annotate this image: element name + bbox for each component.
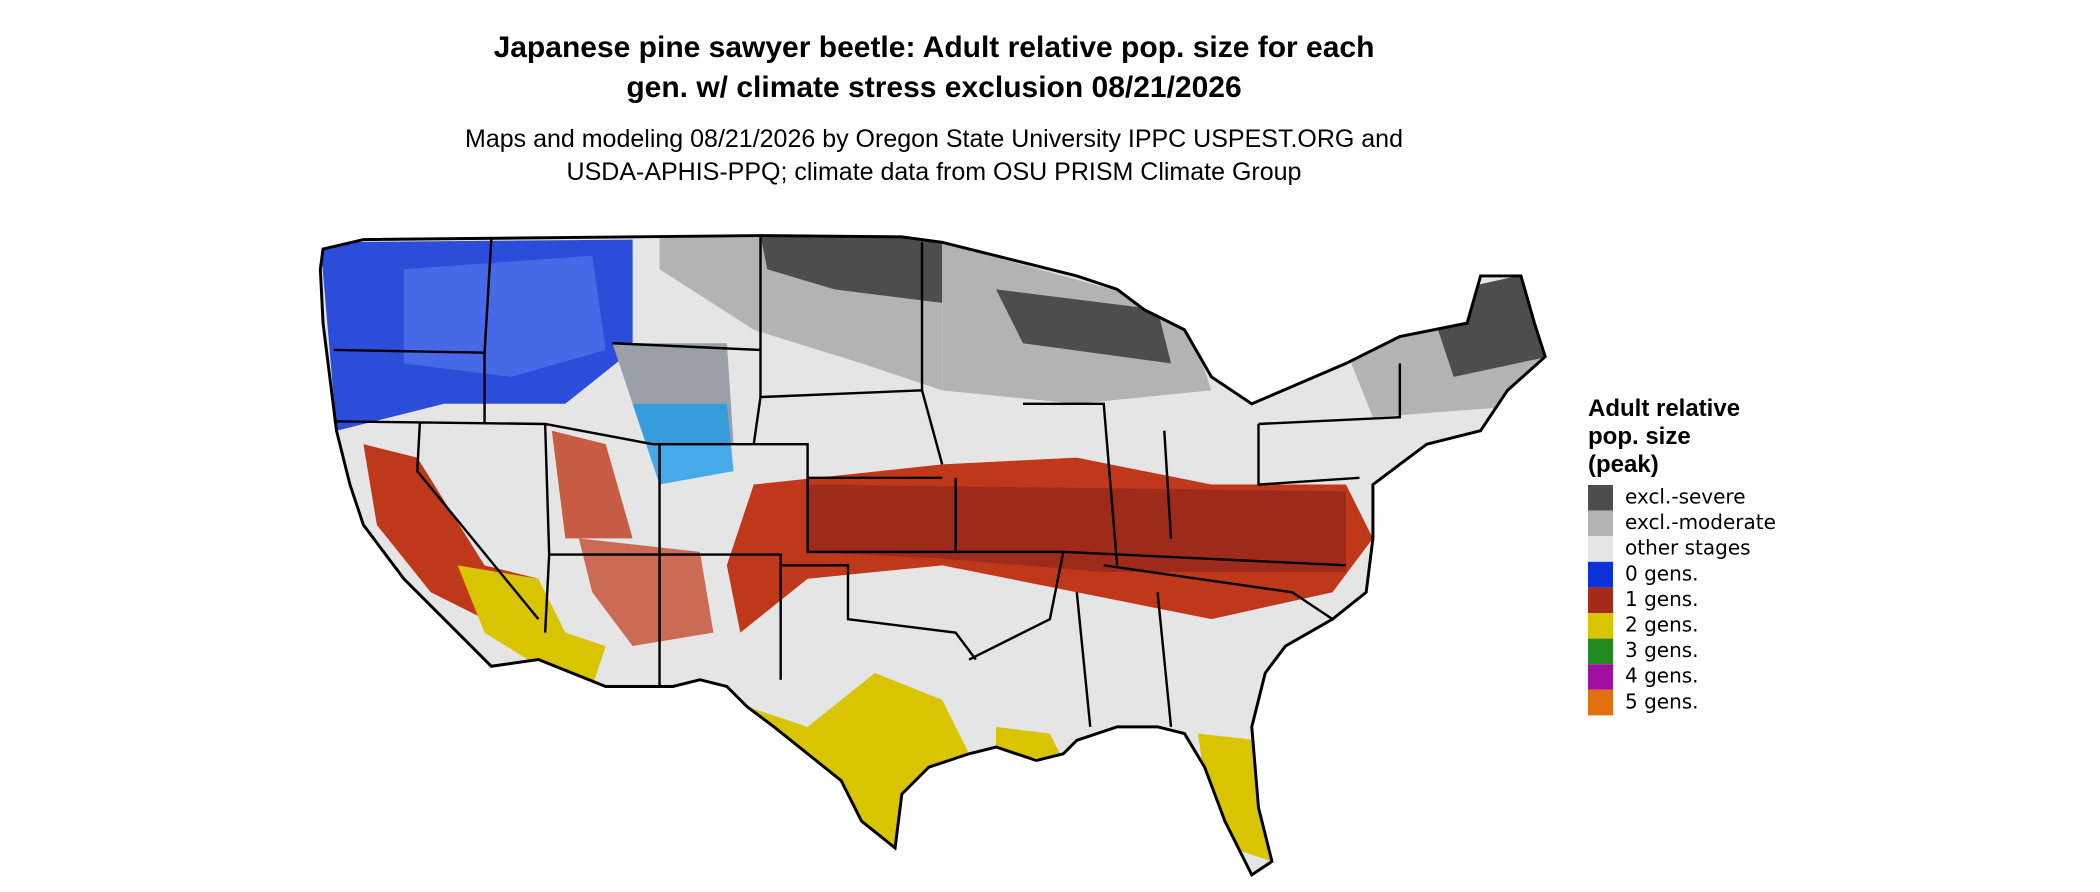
- legend-swatch: [1588, 638, 1613, 665]
- legend-swatch: [1588, 485, 1613, 511]
- legend-label: 5 gens.: [1625, 689, 1699, 713]
- map: [318, 234, 1547, 878]
- legend-swatch: [1588, 510, 1613, 537]
- header: Japanese pine sawyer beetle: Adult relat…: [465, 31, 1403, 186]
- legend-label: 4 gens.: [1625, 664, 1699, 688]
- legend-title: pop. size: [1588, 423, 1691, 450]
- legend-title: (peak): [1588, 451, 1659, 478]
- legend-label: other stages: [1625, 536, 1751, 560]
- title: gen. w/ climate stress exclusion 08/21/2…: [626, 71, 1241, 104]
- legend-label: excl.-severe: [1625, 485, 1746, 509]
- legend-label: excl.-moderate: [1625, 510, 1776, 534]
- legend-label: 1 gens.: [1625, 587, 1699, 611]
- legend-label: 0 gens.: [1625, 561, 1699, 585]
- legend-swatch: [1588, 587, 1613, 613]
- legend-label: 2 gens.: [1625, 613, 1699, 637]
- legend-title: Adult relative: [1588, 395, 1740, 422]
- title: Japanese pine sawyer beetle: Adult relat…: [494, 31, 1375, 64]
- legend-swatch: [1588, 689, 1613, 716]
- subtitle: USDA-APHIS-PPQ; climate data from OSU PR…: [567, 158, 1302, 186]
- legend-swatch: [1588, 613, 1613, 639]
- legend-swatch: [1588, 664, 1613, 690]
- legend-swatch: [1588, 536, 1613, 562]
- legend-swatch: [1588, 561, 1613, 588]
- legend-label: 3 gens.: [1625, 638, 1699, 662]
- subtitle: Maps and modeling 08/21/2026 by Oregon S…: [465, 125, 1403, 153]
